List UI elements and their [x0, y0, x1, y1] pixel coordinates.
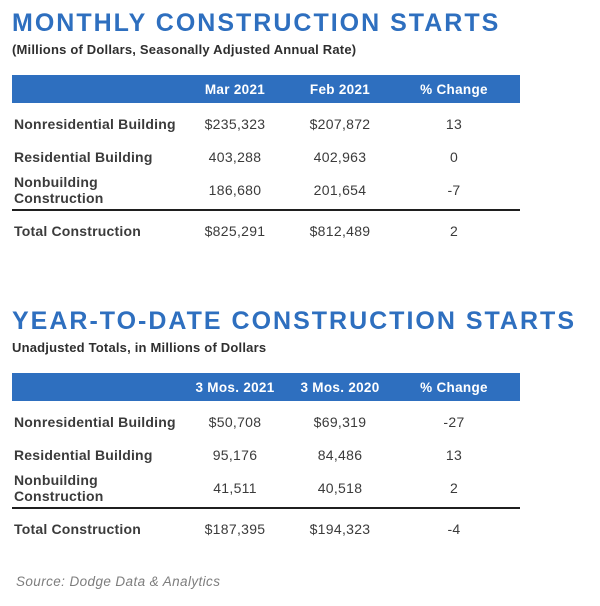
row-value-2020: $194,323: [309, 520, 371, 537]
monthly-header-feb-2021: Feb 2021: [309, 81, 371, 97]
row-value-2020: $69,319: [313, 413, 367, 430]
row-label: Residential Building: [14, 148, 153, 165]
row-value-change: 2: [449, 479, 459, 496]
row-value-feb: 402,963: [313, 148, 367, 165]
monthly-header-mar-2021: Mar 2021: [204, 81, 266, 97]
monthly-table-header: Mar 2021 Feb 2021 % Change: [12, 75, 520, 103]
row-value-mar: 403,288: [208, 148, 262, 165]
monthly-subtitle: (Millions of Dollars, Seasonally Adjuste…: [12, 42, 357, 57]
row-value-feb: $207,872: [309, 115, 371, 132]
ytd-table: 3 Mos. 2021 3 Mos. 2020 % Change Nonresi…: [12, 373, 520, 548]
row-value-change: 13: [445, 446, 463, 463]
ytd-table-body: Nonresidential Building $50,708 $69,319 …: [12, 401, 520, 504]
row-value-mar: 186,680: [208, 181, 262, 198]
row-label: Nonbuilding Construction: [14, 173, 104, 206]
monthly-table: Mar 2021 Feb 2021 % Change Nonresidentia…: [12, 75, 520, 250]
monthly-header-pct-change: % Change: [420, 81, 488, 97]
row-value-2021: $187,395: [204, 520, 266, 537]
row-value-change: -4: [447, 520, 461, 537]
row-label: Total Construction: [14, 222, 141, 239]
table-row-nonbuilding: Nonbuilding Construction 41,511 40,518 2: [12, 471, 520, 504]
row-label: Total Construction: [14, 520, 141, 537]
table-row-residential: Residential Building 403,288 402,963 0: [12, 140, 520, 173]
row-value-change: 13: [445, 115, 463, 132]
table-row-total: Total Construction $187,395 $194,323 -4: [12, 509, 520, 548]
row-value-2020: 84,486: [317, 446, 363, 463]
table-row-nonresidential: Nonresidential Building $50,708 $69,319 …: [12, 405, 520, 438]
row-value-change: 0: [449, 148, 459, 165]
row-label: Residential Building: [14, 446, 153, 463]
row-label: Nonbuilding Construction: [14, 471, 104, 504]
ytd-subtitle: Unadjusted Totals, in Millions of Dollar…: [12, 340, 267, 355]
row-value-change: -7: [447, 181, 461, 198]
ytd-header-3mos-2021: 3 Mos. 2021: [195, 379, 275, 395]
page: MONTHLY CONSTRUCTION STARTS (Millions of…: [12, 10, 600, 589]
row-value-mar: $825,291: [204, 222, 266, 239]
ytd-header-pct-change: % Change: [420, 379, 488, 395]
table-row-residential: Residential Building 95,176 84,486 13: [12, 438, 520, 471]
row-value-2021: 95,176: [212, 446, 258, 463]
monthly-table-body: Nonresidential Building $235,323 $207,87…: [12, 103, 520, 206]
ytd-section: YEAR-TO-DATE CONSTRUCTION STARTS Unadjus…: [12, 308, 600, 548]
source-credit: Source: Dodge Data & Analytics: [16, 574, 221, 589]
table-row-nonresidential: Nonresidential Building $235,323 $207,87…: [12, 107, 520, 140]
row-value-mar: $235,323: [204, 115, 266, 132]
row-value-change: -27: [443, 413, 465, 430]
table-row-nonbuilding: Nonbuilding Construction 186,680 201,654…: [12, 173, 520, 206]
ytd-table-header: 3 Mos. 2021 3 Mos. 2020 % Change: [12, 373, 520, 401]
row-value-2021: 41,511: [213, 479, 257, 496]
monthly-section: MONTHLY CONSTRUCTION STARTS (Millions of…: [12, 10, 600, 250]
monthly-total-divider: [12, 209, 520, 211]
monthly-title: MONTHLY CONSTRUCTION STARTS: [12, 9, 501, 37]
row-label: Nonresidential Building: [14, 413, 176, 430]
row-label: Nonresidential Building: [14, 115, 176, 132]
row-value-2020: 40,518: [317, 479, 363, 496]
row-value-feb: 201,654: [313, 181, 367, 198]
row-value-2021: $50,708: [208, 413, 262, 430]
ytd-total-divider: [12, 507, 520, 509]
table-row-total: Total Construction $825,291 $812,489 2: [12, 211, 520, 250]
row-value-feb: $812,489: [309, 222, 371, 239]
ytd-header-3mos-2020: 3 Mos. 2020: [300, 379, 380, 395]
ytd-title: YEAR-TO-DATE CONSTRUCTION STARTS: [12, 307, 576, 335]
row-value-change: 2: [449, 222, 459, 239]
